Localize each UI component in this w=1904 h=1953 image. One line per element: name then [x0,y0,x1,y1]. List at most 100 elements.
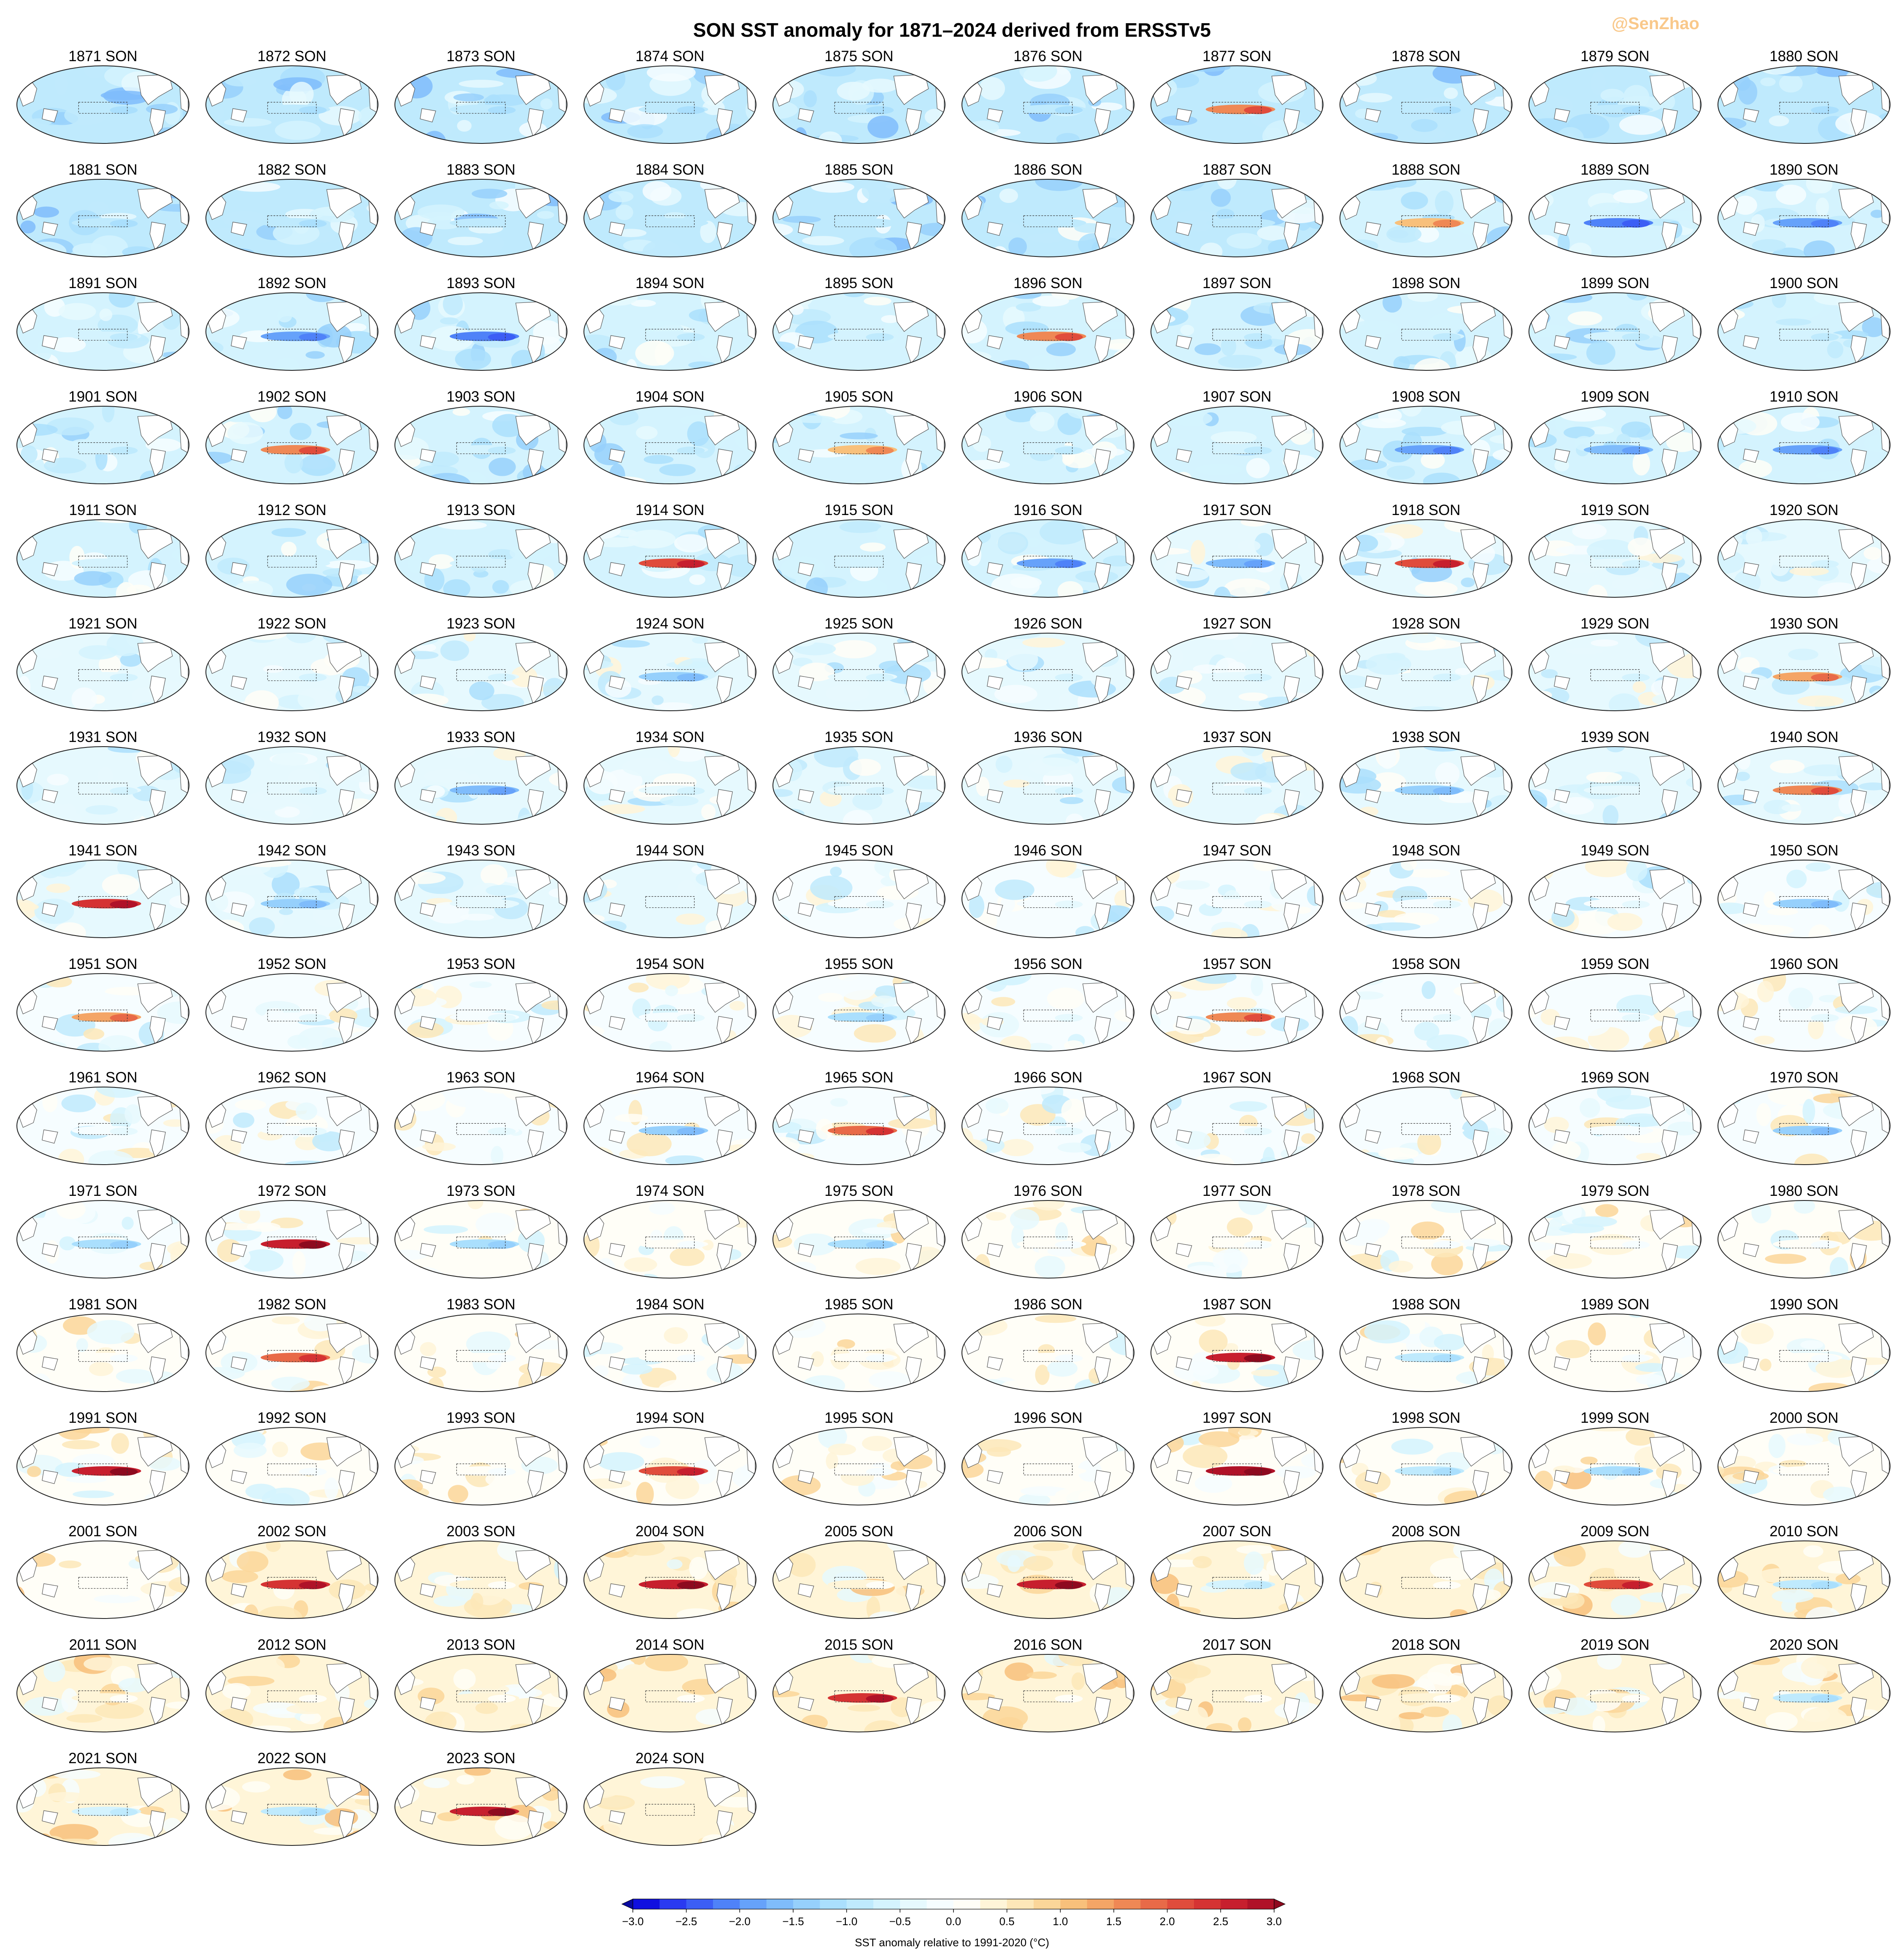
map-panel: 1977 SON [1148,1183,1326,1280]
panel-title: 1898 SON [1391,275,1461,291]
map-panel: 1929 SON [1526,615,1704,712]
panel-title: 1954 SON [635,956,705,972]
map-panel: 1975 SON [770,1183,948,1280]
map-panel: 1921 SON [14,615,192,712]
map-panel: 1895 SON [770,275,948,372]
map-panel: 1886 SON [959,162,1137,259]
map-panel: 1923 SON [392,615,570,712]
map-panel: 1905 SON [770,388,948,486]
map-panel: 1962 SON [203,1069,381,1166]
map-panel: 1949 SON [1526,842,1704,939]
panel-title: 1900 SON [1769,275,1839,291]
panel-title: 1894 SON [635,275,705,291]
map-panel: 2017 SON [1148,1637,1326,1734]
panel-title: 1934 SON [635,729,705,745]
sst-anomaly-map [1340,1654,1512,1732]
sst-anomaly-map [583,65,756,144]
panel-title: 2000 SON [1769,1410,1839,1426]
sst-anomaly-map [16,1654,189,1732]
map-panel: 1938 SON [1337,729,1515,826]
map-panel: 1884 SON [581,162,759,259]
map-panel: 1936 SON [959,729,1137,826]
sst-anomaly-map [772,1540,945,1619]
panel-title: 1990 SON [1769,1296,1839,1313]
sst-anomaly-map [772,746,945,825]
map-panel: 1912 SON [203,502,381,599]
colorbar-segment [926,1899,954,1909]
sst-anomaly-map [1151,1654,1323,1732]
panel-title: 1877 SON [1202,48,1272,65]
sst-anomaly-map [16,292,189,371]
sst-anomaly-map [1340,973,1512,1052]
map-panel: 1876 SON [959,48,1137,145]
panel-title: 1980 SON [1769,1183,1839,1199]
map-panel: 1996 SON [959,1410,1137,1507]
sst-anomaly-map [772,406,945,484]
map-panel: 1880 SON [1715,48,1893,145]
panel-title: 1897 SON [1202,275,1272,291]
map-panel: 2001 SON [14,1523,192,1620]
sst-anomaly-map [1340,519,1512,598]
map-panel: 1916 SON [959,502,1137,599]
map-panel: 1980 SON [1715,1183,1893,1280]
map-panel: 1952 SON [203,956,381,1053]
sst-anomaly-map [1718,1654,1890,1732]
sst-anomaly-map [772,179,945,257]
sst-anomaly-map [1151,1314,1323,1392]
map-panel: 2006 SON [959,1523,1137,1620]
sst-anomaly-map [1718,746,1890,825]
panel-title: 2006 SON [1013,1523,1083,1540]
panel-title: 1914 SON [635,502,705,518]
sst-anomaly-map [205,406,378,484]
map-panel: 1887 SON [1148,162,1326,259]
panel-title: 1998 SON [1391,1410,1461,1426]
map-panel: 1928 SON [1337,615,1515,712]
sst-anomaly-map [1340,1427,1512,1505]
panel-title: 2017 SON [1202,1637,1272,1653]
map-panel: 1959 SON [1526,956,1704,1053]
panel-title: 2003 SON [446,1523,516,1540]
sst-anomaly-map [394,1654,567,1732]
sst-anomaly-map [1529,65,1701,144]
sst-anomaly-map [583,1654,756,1732]
sst-anomaly-map [1340,1087,1512,1165]
panel-title: 1944 SON [635,842,705,859]
panel-title: 2011 SON [69,1637,137,1653]
map-panel: 1942 SON [203,842,381,939]
colorbar-tick-label: −1.0 [836,1915,857,1928]
panel-title: 2010 SON [1769,1523,1839,1540]
sst-anomaly-map [1340,746,1512,825]
panel-title: 1997 SON [1202,1410,1272,1426]
map-panel: 1988 SON [1337,1296,1515,1393]
map-panel: 1900 SON [1715,275,1893,372]
map-panel: 1872 SON [203,48,381,145]
sst-anomaly-map [583,406,756,484]
sst-anomaly-map [1340,292,1512,371]
map-panel: 1913 SON [392,502,570,599]
panel-title: 1907 SON [1202,388,1272,405]
sst-anomaly-map [1718,973,1890,1052]
panel-title: 1923 SON [446,615,516,632]
sst-anomaly-map [961,1200,1134,1279]
panel-title: 1967 SON [1202,1069,1272,1086]
map-panel: 1903 SON [392,388,570,486]
colorbar-tick-label: −1.5 [782,1915,804,1928]
map-panel: 1931 SON [14,729,192,826]
colorbar-segment [846,1899,874,1909]
panel-title: 1913 SON [446,502,516,518]
panel-title: 1871 SON [68,48,138,65]
map-panel: 1890 SON [1715,162,1893,259]
sst-anomaly-map [16,1314,189,1392]
map-panel: 1969 SON [1526,1069,1704,1166]
map-panel: 2020 SON [1715,1637,1893,1734]
map-panel: 1899 SON [1526,275,1704,372]
sst-anomaly-map [16,973,189,1052]
map-panel: 1907 SON [1148,388,1326,486]
panel-title: 1912 SON [257,502,327,518]
sst-anomaly-map [1340,1314,1512,1392]
colorbar-tick-label: −0.5 [889,1915,911,1928]
map-panel: 1939 SON [1526,729,1704,826]
sst-anomaly-map [1151,633,1323,711]
map-panel: 1970 SON [1715,1069,1893,1166]
colorbar-segment [659,1899,687,1909]
